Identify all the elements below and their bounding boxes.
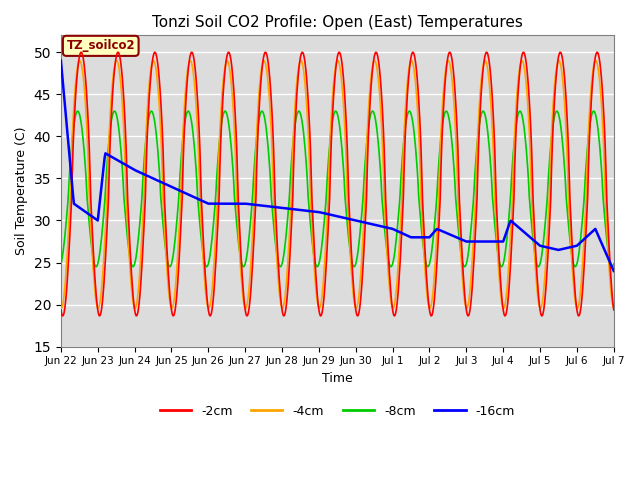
-16cm [610, 268, 618, 274]
-8cm [203, 264, 211, 270]
-4cm [384, 265, 392, 271]
-4cm [278, 305, 286, 311]
-16cm [329, 212, 337, 218]
-8cm [438, 121, 446, 127]
-8cm [330, 113, 337, 119]
-4cm [561, 102, 568, 108]
-4cm [610, 305, 618, 311]
-8cm [387, 264, 395, 270]
-2cm [203, 293, 211, 299]
Y-axis label: Soil Temperature (C): Soil Temperature (C) [15, 127, 28, 255]
Line: -8cm: -8cm [61, 111, 614, 267]
-2cm [383, 230, 391, 236]
-2cm [438, 142, 445, 148]
-4cm [202, 293, 210, 299]
-8cm [610, 261, 618, 267]
-2cm [464, 313, 472, 319]
Line: -2cm: -2cm [61, 52, 614, 316]
-16cm [437, 228, 445, 234]
-4cm [179, 146, 186, 152]
-4cm [296, 58, 304, 64]
-2cm [330, 95, 337, 101]
Text: TZ_soilco2: TZ_soilco2 [67, 39, 135, 52]
-2cm [77, 49, 84, 55]
-16cm [559, 246, 567, 252]
-16cm [179, 189, 186, 194]
Line: -4cm: -4cm [61, 61, 614, 308]
-2cm [179, 165, 187, 170]
Line: -16cm: -16cm [61, 60, 614, 271]
-2cm [57, 307, 65, 313]
-16cm [202, 200, 210, 205]
-4cm [57, 305, 65, 311]
-8cm [74, 108, 82, 114]
Title: Tonzi Soil CO2 Profile: Open (East) Temperatures: Tonzi Soil CO2 Profile: Open (East) Temp… [152, 15, 523, 30]
-8cm [179, 134, 187, 140]
-16cm [383, 225, 390, 230]
-8cm [383, 250, 391, 256]
-8cm [57, 261, 65, 267]
Legend: -2cm, -4cm, -8cm, -16cm: -2cm, -4cm, -8cm, -16cm [155, 400, 520, 423]
-8cm [561, 166, 568, 172]
-4cm [438, 102, 446, 108]
-2cm [610, 307, 618, 313]
-4cm [330, 73, 338, 79]
-16cm [57, 58, 65, 63]
X-axis label: Time: Time [322, 372, 353, 385]
-2cm [561, 75, 568, 81]
